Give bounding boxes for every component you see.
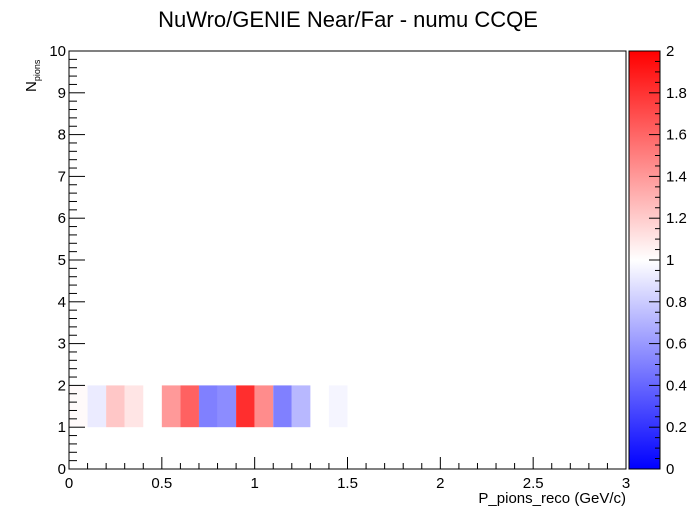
y-axis-label-main: N (23, 81, 40, 92)
heatmap-cell (217, 385, 237, 428)
y-axis-label: Npions (23, 59, 42, 92)
heatmap-cell (124, 385, 144, 428)
y-tick-label: 4 (58, 294, 66, 311)
chart-title: NuWro/GENIE Near/Far - numu CCQE (158, 7, 538, 32)
heatmap-cell (161, 385, 181, 428)
colorbar-tick-label: 0.8 (666, 294, 687, 311)
colorbar-tick-label: 0 (666, 461, 674, 478)
y-tick-label: 6 (58, 210, 66, 227)
colorbar-tick-label: 0.2 (666, 419, 687, 436)
heatmap-cell (291, 385, 311, 428)
x-tick-label: 0 (65, 475, 73, 492)
x-tick-label: 1 (250, 475, 258, 492)
y-tick-label: 10 (49, 43, 66, 60)
heatmap-cell (69, 385, 88, 428)
y-tick-label: 9 (58, 85, 66, 102)
y-tick-label: 1 (58, 419, 66, 436)
colorbar-tick-label: 1.6 (666, 127, 687, 144)
x-tick-label: 0.5 (151, 475, 172, 492)
x-tick-label: 2 (436, 475, 444, 492)
heatmap-cell (328, 385, 348, 428)
colorbar-tick-label: 0.6 (666, 336, 687, 353)
heatmap-cells (69, 385, 348, 428)
heatmap-cell (106, 385, 125, 428)
colorbar-tick-label: 2 (666, 43, 674, 60)
heatmap-cell (273, 385, 292, 428)
x-axis: 0 0.5 1 1.5 2 2.5 3 (65, 457, 630, 492)
colorbar-tick-label: 1 (666, 252, 674, 269)
x-axis-label: P_pions_reco (GeV/c) (478, 490, 626, 507)
x-tick-label: 1.5 (337, 475, 358, 492)
heatmap-cell (87, 385, 107, 428)
colorbar-tick-label: 1.4 (666, 168, 687, 185)
colorbar-tick-label: 0.4 (666, 377, 687, 394)
y-tick-label: 2 (58, 377, 66, 394)
x-tick-label: 3 (622, 475, 630, 492)
y-tick-label: 3 (58, 336, 66, 353)
y-axis: 0 1 2 3 4 5 6 7 8 9 10 (49, 43, 85, 478)
heatmap-cell (254, 385, 274, 428)
y-tick-label: 8 (58, 127, 66, 144)
heatmap-cell (236, 385, 255, 428)
colorbar-axis: 0 0.2 0.4 0.6 0.8 1 1.2 1.4 1.6 1.8 2 (649, 43, 687, 478)
y-tick-label: 5 (58, 252, 66, 269)
heatmap-cell (180, 385, 199, 428)
x-tick-label: 2.5 (523, 475, 544, 492)
y-tick-label: 7 (58, 168, 66, 185)
colorbar-tick-label: 1.2 (666, 210, 687, 227)
heatmap-cell (198, 385, 218, 428)
y-tick-label: 0 (58, 461, 66, 478)
y-axis-label-subscript: pions (32, 59, 42, 81)
colorbar-tick-label: 1.8 (666, 85, 687, 102)
